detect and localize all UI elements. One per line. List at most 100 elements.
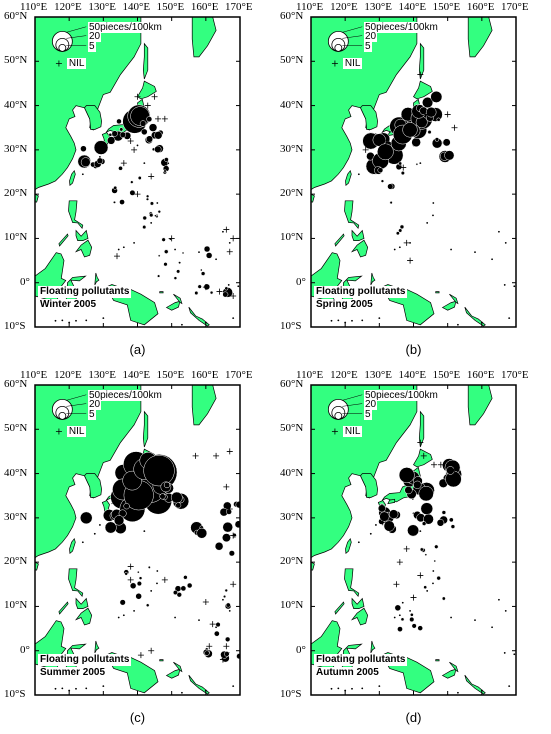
pollutant-circle bbox=[129, 189, 136, 196]
landmass-korea bbox=[360, 105, 378, 130]
nil-label: NIL bbox=[66, 57, 87, 69]
island-dot bbox=[99, 524, 101, 526]
longitude-label: 160°E bbox=[190, 369, 219, 381]
nil-plus-marker bbox=[202, 599, 209, 605]
pollutant-circle bbox=[175, 502, 182, 509]
pollutant-circle bbox=[401, 601, 405, 605]
latitude-label: 40°N bbox=[4, 98, 28, 111]
map-panel-summer: 110°E 120°E 130°E 140°E 150°E 160°E 170°E 60°N 5… bbox=[0, 368, 275, 734]
island-dot bbox=[337, 687, 340, 690]
pollutant-circle bbox=[116, 118, 122, 125]
island-dot bbox=[174, 248, 176, 251]
island-dot bbox=[361, 319, 364, 322]
legend-label-50: 50pieces/100km bbox=[363, 22, 439, 34]
pollutant-circle bbox=[139, 120, 147, 127]
island-dot bbox=[61, 319, 64, 322]
nil-plus-marker bbox=[161, 115, 168, 122]
island-dot bbox=[54, 687, 57, 690]
pollutant-circle bbox=[135, 593, 142, 600]
pollutant-circle bbox=[419, 547, 424, 552]
island-dot bbox=[85, 319, 88, 322]
pollutant-circle bbox=[409, 616, 415, 623]
landmass-bismarck bbox=[159, 291, 164, 294]
pollutant-circle bbox=[113, 200, 116, 204]
panel-title-line2: Summer 2005 bbox=[38, 667, 108, 680]
pollutant-circle bbox=[228, 550, 235, 557]
island-dot bbox=[519, 251, 521, 253]
latitude-label: 60°N bbox=[280, 10, 304, 22]
nil-plus-marker bbox=[216, 288, 223, 295]
nil-plus-marker bbox=[424, 111, 431, 118]
nil-label: NIL bbox=[342, 425, 363, 437]
pollutant-circle bbox=[404, 486, 413, 495]
landmass-sakhalin bbox=[142, 42, 149, 80]
panel-title-line2: Winter 2005 bbox=[38, 299, 99, 312]
pollutant-circle bbox=[430, 90, 443, 103]
island-dot bbox=[117, 616, 120, 619]
nil-plus-marker bbox=[451, 124, 458, 131]
pollutant-circle bbox=[434, 544, 439, 549]
pollutant-circle bbox=[225, 636, 231, 642]
island-dot bbox=[222, 328, 224, 330]
pollutant-circle bbox=[123, 503, 130, 510]
longitude-label: 160°E bbox=[190, 1, 219, 13]
landmass-sakhalin bbox=[142, 410, 149, 448]
pollutant-circle bbox=[104, 521, 117, 534]
island-dot bbox=[143, 530, 146, 533]
longitude-label: 140°E bbox=[398, 1, 427, 13]
nil-plus-marker bbox=[161, 576, 168, 583]
island-dot bbox=[198, 619, 200, 622]
landmass-newbritain bbox=[165, 300, 181, 311]
pollutant-circle bbox=[145, 135, 154, 143]
landmass-solomons bbox=[464, 306, 486, 327]
legend-circle bbox=[58, 411, 67, 420]
island-dot bbox=[75, 687, 77, 690]
island-dot bbox=[198, 251, 200, 254]
island-dot bbox=[122, 246, 125, 249]
island-dot bbox=[330, 687, 333, 690]
pollutant-circle bbox=[420, 502, 434, 515]
nil-plus-marker bbox=[144, 102, 151, 109]
latitude-label: 30°N bbox=[4, 510, 28, 523]
pollutant-circle bbox=[398, 228, 403, 233]
nil-plus-marker bbox=[407, 257, 414, 264]
pollutant-circle bbox=[80, 511, 93, 525]
pollutant-circle bbox=[137, 570, 140, 574]
pollutant-circle bbox=[166, 161, 170, 165]
longitude-label: 120°E bbox=[54, 1, 82, 13]
panel-caption: (b) bbox=[405, 342, 422, 357]
pollutant-circle bbox=[145, 603, 150, 607]
legend-label-5: 5 bbox=[87, 40, 96, 52]
panel-title-line2: Spring 2005 bbox=[314, 299, 375, 312]
island-dot bbox=[375, 524, 377, 526]
pollutant-circle bbox=[417, 625, 423, 631]
latitude-label: 30°N bbox=[4, 142, 28, 155]
landmass-hokkaido bbox=[413, 448, 433, 468]
landmass-visayas bbox=[75, 597, 89, 609]
longitude-label: 140°E bbox=[398, 369, 427, 381]
pollutant-circle bbox=[194, 290, 199, 296]
landmass-luzon bbox=[68, 200, 84, 229]
legend-label-20: 20 bbox=[363, 399, 378, 411]
island-dot bbox=[504, 241, 507, 244]
map-svg bbox=[310, 384, 517, 696]
island-dot bbox=[330, 319, 333, 322]
landmass-taiwan bbox=[69, 537, 76, 554]
pollutant-circle bbox=[436, 117, 441, 122]
landmass-hainan bbox=[35, 193, 39, 203]
pollutant-circle bbox=[423, 513, 434, 525]
island-dot bbox=[432, 570, 435, 572]
nil-plus-marker bbox=[219, 656, 226, 663]
latitude-label: 50°N bbox=[280, 54, 304, 67]
nil-plus-marker bbox=[393, 581, 400, 588]
latitude-label: 20°N bbox=[4, 187, 28, 200]
pollutant-circle bbox=[423, 585, 428, 590]
nil-label: NIL bbox=[66, 425, 87, 437]
pollutant-circle bbox=[200, 268, 203, 272]
pollutant-circle bbox=[441, 596, 446, 601]
map-svg bbox=[34, 384, 241, 696]
landmass-taiwan bbox=[345, 537, 352, 554]
island-dot bbox=[143, 162, 146, 165]
longitude-label: 110°E bbox=[296, 369, 324, 381]
island-dot bbox=[457, 323, 459, 326]
